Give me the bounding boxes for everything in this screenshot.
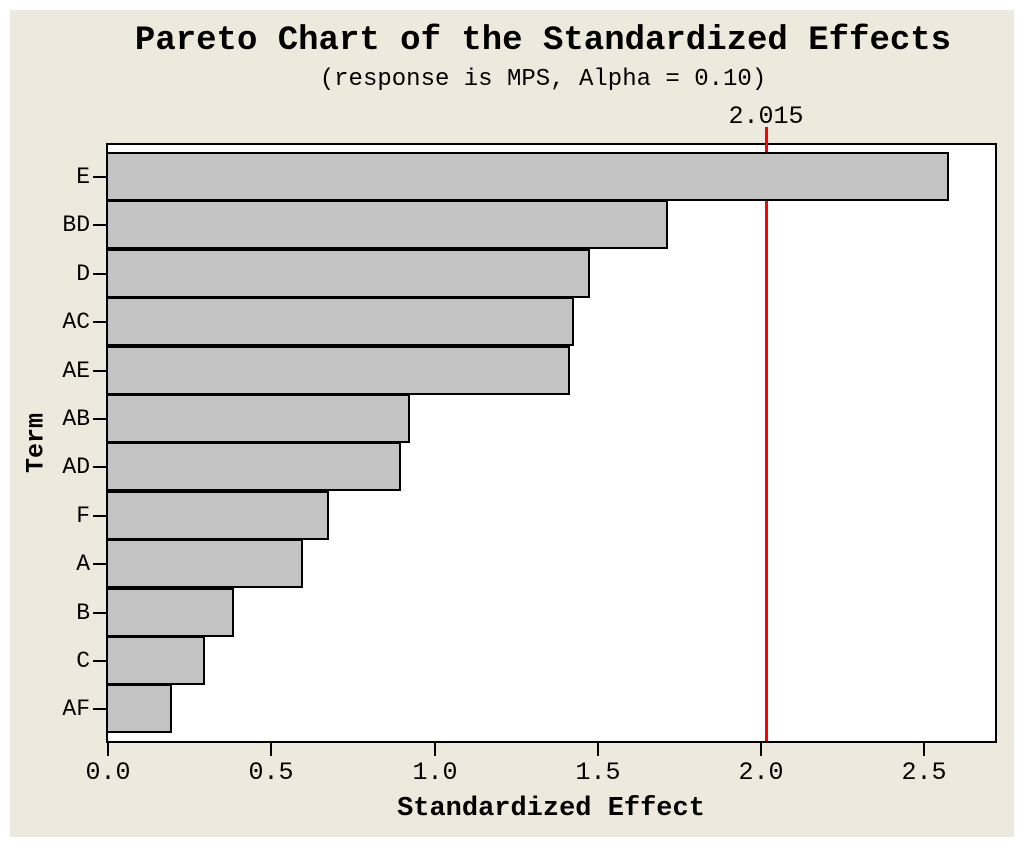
- y-tick-AE: [93, 370, 106, 372]
- y-tick-label-C: C: [76, 648, 90, 674]
- x-tick-label-2.0: 2.0: [738, 758, 784, 787]
- x-tick-0.5: [270, 742, 272, 756]
- x-tick-label-0.0: 0.0: [85, 758, 131, 787]
- y-tick-label-AB: AB: [62, 406, 90, 432]
- bar-AF: [106, 684, 172, 733]
- bar-AE: [106, 346, 570, 395]
- y-tick-C: [93, 660, 106, 662]
- chart-title: Pareto Chart of the Standardized Effects: [134, 22, 952, 60]
- x-tick-label-1.0: 1.0: [412, 758, 458, 787]
- y-tick-label-AD: AD: [62, 454, 90, 480]
- y-tick-label-AE: AE: [62, 358, 90, 384]
- chart-subtitle: (response is MPS, Alpha = 0.10): [319, 66, 767, 93]
- y-tick-AC: [93, 321, 106, 323]
- y-tick-label-AC: AC: [62, 309, 90, 335]
- x-axis-title: Standardized Effect: [397, 794, 705, 824]
- bar-AC: [106, 297, 574, 346]
- bar-D: [106, 249, 590, 298]
- y-axis-title: Term: [21, 412, 51, 474]
- y-tick-B: [93, 612, 106, 614]
- y-tick-BD: [93, 224, 106, 226]
- x-tick-2.5: [923, 742, 925, 756]
- x-tick-2.0: [760, 742, 762, 756]
- bar-A: [106, 539, 303, 588]
- y-tick-AD: [93, 466, 106, 468]
- y-tick-label-B: B: [76, 600, 90, 626]
- y-tick-AB: [93, 418, 106, 420]
- reference-line: [765, 127, 768, 741]
- y-tick-label-BD: BD: [62, 212, 90, 238]
- y-tick-E: [93, 176, 106, 178]
- bar-E: [106, 152, 949, 201]
- y-tick-D: [93, 273, 106, 275]
- y-tick-label-A: A: [76, 551, 90, 577]
- bar-C: [106, 636, 205, 685]
- y-tick-A: [93, 563, 106, 565]
- bar-AD: [106, 442, 401, 491]
- bar-BD: [106, 200, 668, 249]
- bar-F: [106, 491, 329, 540]
- y-tick-AF: [93, 708, 106, 710]
- x-tick-1.5: [597, 742, 599, 756]
- y-tick-label-E: E: [76, 164, 90, 190]
- x-tick-label-0.5: 0.5: [248, 758, 294, 787]
- y-tick-label-F: F: [76, 503, 90, 529]
- x-tick-label-2.5: 2.5: [901, 758, 947, 787]
- bar-AB: [106, 394, 410, 443]
- x-tick-0.0: [107, 742, 109, 756]
- x-tick-1.0: [434, 742, 436, 756]
- y-tick-label-AF: AF: [62, 696, 90, 722]
- x-tick-label-1.5: 1.5: [575, 758, 621, 787]
- bar-B: [106, 588, 234, 637]
- y-tick-label-D: D: [76, 261, 90, 287]
- y-tick-F: [93, 515, 106, 517]
- reference-line-label: 2.015: [728, 102, 804, 131]
